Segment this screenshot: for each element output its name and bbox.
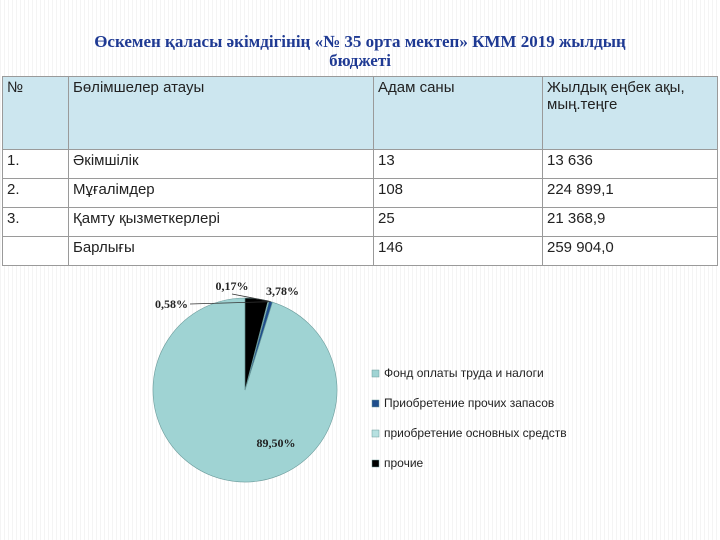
pie-chart: 89,50% 0,58% 0,17% 3,78% Фонд оплаты труда … (152, 279, 567, 483)
legend-item-other-swatch (371, 459, 380, 468)
legend-item-fixed-assets-swatch (371, 429, 380, 438)
label-other: 3,78% (266, 284, 299, 298)
table-header-row: № Бөлімшелер атауы Адам саны Жылдық еңбе… (2, 76, 718, 150)
pie-data-labels: 89,50% 0,58% 0,17% 3,78% (155, 279, 299, 450)
legend-item-salary-fund-swatch (371, 369, 380, 378)
cell-department: Әкімшілік (68, 149, 374, 179)
table-row: 2. Мұғалімдер 108 224 899,1 (2, 178, 718, 208)
header-salary: Жылдық еңбек ақы, мың.теңге (542, 76, 718, 150)
label-leader-line (231, 293, 269, 302)
header-headcount: Адам саны (373, 76, 543, 150)
cell-salary: 259 904,0 (542, 236, 718, 266)
cell-salary: 224 899,1 (542, 178, 718, 208)
cell-headcount: 13 (373, 149, 543, 179)
cell-number (2, 236, 69, 266)
label-fixed-assets: 0,17% (216, 279, 249, 293)
pie-slices (152, 297, 338, 483)
title-line-1: Өскемен қаласы әкімдігінің «№ 35 орта ме… (94, 32, 626, 51)
cell-headcount: 146 (373, 236, 543, 266)
cell-department: Мұғалімдер (68, 178, 374, 208)
header-department: Бөлімшелер атауы (68, 76, 374, 150)
legend-item-other-supplies-label: Приобретение прочих запасов (384, 396, 554, 410)
table-row-total: Барлығы 146 259 904,0 (2, 236, 718, 266)
legend-item-other-label: прочие (384, 456, 424, 470)
cell-number: 3. (2, 207, 69, 237)
cell-department: Барлығы (68, 236, 374, 266)
cell-headcount: 25 (373, 207, 543, 237)
chart-legend: Фонд оплаты труда и налоги Приобретение п… (371, 366, 567, 470)
label-other-supplies: 0,58% (155, 297, 188, 311)
cell-number: 1. (2, 149, 69, 179)
page-title: Өскемен қаласы әкімдігінің «№ 35 орта ме… (0, 32, 720, 70)
title-line-2: бюджеті (329, 51, 391, 70)
legend-item-fixed-assets-label: приобретение основных средств (384, 426, 567, 440)
legend-item-other-supplies-swatch (371, 399, 380, 408)
label-salary-fund: 89,50% (257, 436, 296, 450)
legend-item-salary-fund-label: Фонд оплаты труда и налоги (384, 366, 544, 380)
table-row: 3. Қамту қызметкерлері 25 21 368,9 (2, 207, 718, 237)
cell-salary: 21 368,9 (542, 207, 718, 237)
cell-number: 2. (2, 178, 69, 208)
table-row: 1. Әкімшілік 13 13 636 (2, 149, 718, 179)
label-leader-line (189, 301, 271, 305)
cell-department: Қамту қызметкерлері (68, 207, 374, 237)
cell-headcount: 108 (373, 178, 543, 208)
header-number: № (2, 76, 69, 150)
cell-salary: 13 636 (542, 149, 718, 179)
budget-table: № Бөлімшелер атауы Адам саны Жылдық еңбе… (2, 76, 718, 266)
